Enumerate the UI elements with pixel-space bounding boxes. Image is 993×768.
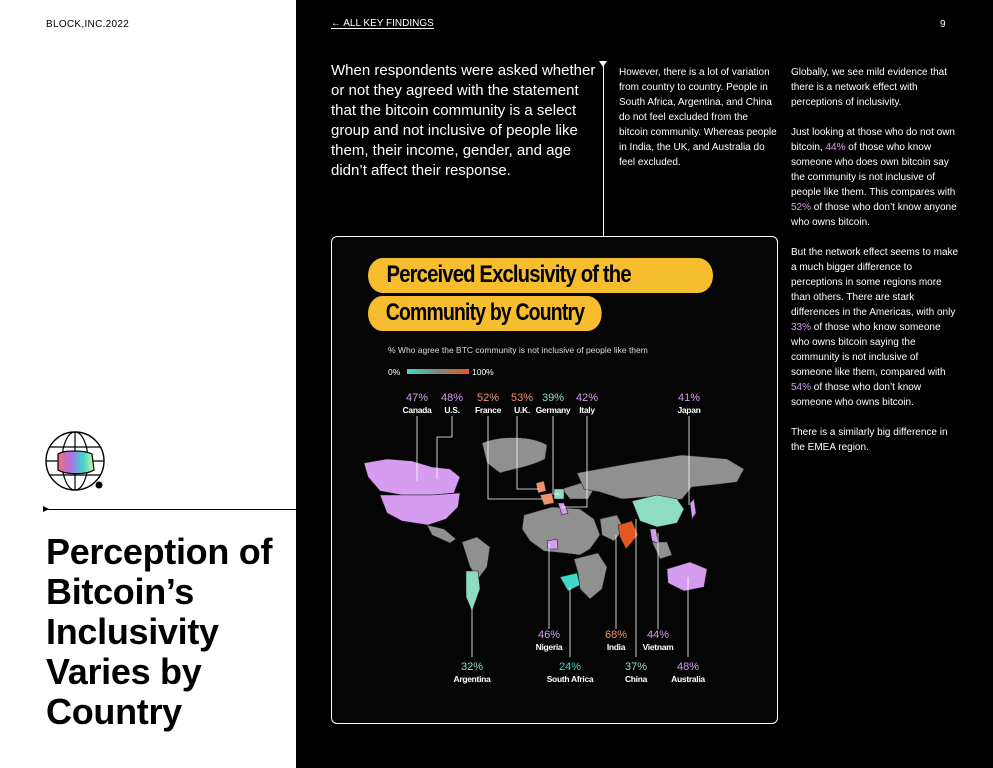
country-vietnam xyxy=(649,528,659,544)
page-number: 9 xyxy=(940,19,946,30)
country-label-south-africa: 24% South Africa xyxy=(540,661,600,685)
network-effect-column: Globally, we see mild evidence that ther… xyxy=(791,65,961,470)
country-value: 53% xyxy=(510,392,534,404)
column-divider xyxy=(599,61,607,236)
country-name: Canada xyxy=(402,405,432,415)
exclusivity-map-chart: Perceived Exclusivity of the Bitcoin Com… xyxy=(331,236,778,724)
country-value: 48% xyxy=(440,392,464,404)
country-name: China xyxy=(624,674,648,684)
country-label-u-s-: 48% U.S. xyxy=(422,392,482,416)
country-label-india: 68% India xyxy=(586,629,646,653)
all-key-findings-link[interactable]: ← ALL KEY FINDINGS xyxy=(331,18,434,29)
legend-max-label: 100% xyxy=(472,367,494,377)
country-label-japan: 41% Japan xyxy=(659,392,719,416)
brand-label: BLOCK,INC.2022 xyxy=(46,19,130,30)
country-japan xyxy=(689,498,697,520)
country-value: 68% xyxy=(604,629,628,641)
country-value: 39% xyxy=(541,392,565,404)
country-italy xyxy=(557,502,569,516)
country-label-italy: 42% Italy xyxy=(557,392,617,416)
variation-paragraph: However, there is a lot of variation fro… xyxy=(619,67,777,168)
legend-min-label: 0% xyxy=(388,367,401,377)
stat-44: 44% xyxy=(825,142,846,153)
col3-paragraph-3: But the network effect seems to make a m… xyxy=(791,247,959,408)
country-name: U.S. xyxy=(444,405,460,415)
country-name: Nigeria xyxy=(535,642,563,652)
country-name: Japan xyxy=(677,405,701,415)
country-label-china: 37% China xyxy=(606,661,666,685)
country-label-nigeria: 46% Nigeria xyxy=(519,629,579,653)
col3-paragraph-4: There is a similarly big difference in t… xyxy=(791,427,948,453)
country-name: U.K. xyxy=(514,405,530,415)
country-name: France xyxy=(474,405,502,415)
country-south-africa xyxy=(559,572,581,592)
chart-title-line-1: Perceived Exclusivity of the Bitcoin xyxy=(368,258,713,322)
country-china xyxy=(631,494,685,528)
world-map xyxy=(363,416,745,657)
globe-icon xyxy=(45,431,105,491)
lead-paragraph: When respondents were asked whether or n… xyxy=(331,62,596,179)
country-canada xyxy=(363,458,461,496)
country-name: Germany xyxy=(535,405,571,415)
country-name: South Africa xyxy=(546,674,594,684)
country-label-u-k-: 53% U.K. xyxy=(492,392,552,416)
col3-paragraph-2: Just looking at those who do not own bit… xyxy=(791,127,957,228)
chart-subtitle: % Who agree the BTC community is not inc… xyxy=(388,345,648,355)
country-usa xyxy=(379,492,461,526)
country-value: 42% xyxy=(575,392,599,404)
page-title: Perception of Bitcoin’s Inclusivity Vari… xyxy=(46,531,273,732)
back-arrow-icon: ← xyxy=(331,18,341,29)
country-value: 37% xyxy=(624,661,648,673)
country-uk xyxy=(535,480,547,494)
callout-leaders xyxy=(416,416,690,657)
country-name: India xyxy=(606,642,626,652)
country-australia xyxy=(666,561,708,592)
country-value: 52% xyxy=(476,392,500,404)
country-france xyxy=(539,492,555,506)
country-label-vietnam: 44% Vietnam xyxy=(628,629,688,653)
country-name: Argentina xyxy=(453,674,491,684)
country-value: 47% xyxy=(405,392,429,404)
left-panel: BLOCK,INC.2022 Perception of Bitcoin’s I… xyxy=(0,0,296,768)
country-name: Italy xyxy=(579,405,595,415)
country-value: 41% xyxy=(677,392,701,404)
country-value: 24% xyxy=(558,661,582,673)
country-label-argentina: 32% Argentina xyxy=(442,661,502,685)
country-value: 32% xyxy=(460,661,484,673)
legend-color-scale xyxy=(407,369,469,374)
country-label-canada: 47% Canada xyxy=(387,392,447,416)
country-name: Australia xyxy=(671,674,705,684)
country-value: 44% xyxy=(646,629,670,641)
highlighted-countries xyxy=(363,458,708,612)
unlabeled-land xyxy=(426,437,745,600)
country-argentina xyxy=(465,570,481,612)
country-value: 46% xyxy=(537,629,561,641)
stat-54: 54% xyxy=(791,382,812,393)
stat-33: 33% xyxy=(791,322,812,333)
country-label-australia: 48% Australia xyxy=(658,661,718,685)
country-india xyxy=(617,520,639,550)
back-link-label: ALL KEY FINDINGS xyxy=(343,18,434,29)
stat-52: 52% xyxy=(791,202,812,213)
chart-title-line-2: Community by Country xyxy=(368,296,602,331)
country-label-germany: 39% Germany xyxy=(523,392,583,416)
country-value: 48% xyxy=(676,661,700,673)
country-label-france: 52% France xyxy=(458,392,518,416)
country-name: Vietnam xyxy=(642,642,674,652)
col3-paragraph-1: Globally, we see mild evidence that ther… xyxy=(791,67,948,108)
section-divider xyxy=(43,506,296,512)
country-nigeria xyxy=(546,538,559,550)
